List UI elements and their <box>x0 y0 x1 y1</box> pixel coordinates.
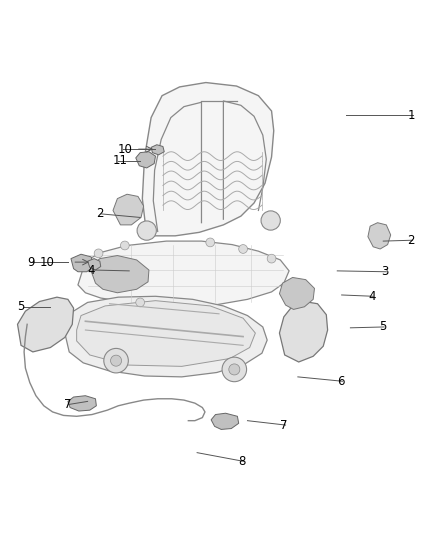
Circle shape <box>100 280 109 288</box>
Text: 2: 2 <box>407 233 415 247</box>
Circle shape <box>229 364 240 375</box>
Circle shape <box>261 211 280 230</box>
Polygon shape <box>71 254 94 272</box>
Text: 1: 1 <box>407 109 415 122</box>
Text: 2: 2 <box>96 207 104 221</box>
Circle shape <box>239 245 247 253</box>
Circle shape <box>110 355 122 366</box>
Polygon shape <box>151 145 164 155</box>
Circle shape <box>267 254 276 263</box>
Polygon shape <box>88 259 101 270</box>
Text: 10: 10 <box>39 256 54 269</box>
Circle shape <box>104 349 128 373</box>
Circle shape <box>136 298 145 307</box>
Text: 6: 6 <box>337 375 345 387</box>
Polygon shape <box>142 83 274 236</box>
Polygon shape <box>18 297 74 352</box>
Polygon shape <box>78 241 289 306</box>
Polygon shape <box>90 255 149 293</box>
Polygon shape <box>279 302 328 362</box>
Circle shape <box>120 241 129 250</box>
Circle shape <box>137 221 156 240</box>
Text: 7: 7 <box>64 398 71 411</box>
Text: 10: 10 <box>117 143 132 156</box>
Text: 5: 5 <box>379 320 386 334</box>
Circle shape <box>94 249 103 258</box>
Polygon shape <box>279 278 314 310</box>
Text: 11: 11 <box>113 154 128 167</box>
Polygon shape <box>65 296 267 377</box>
Polygon shape <box>113 194 144 225</box>
Polygon shape <box>136 152 155 168</box>
Text: 4: 4 <box>368 290 375 303</box>
Text: 3: 3 <box>381 265 389 278</box>
Text: 5: 5 <box>18 300 25 313</box>
Text: 8: 8 <box>239 455 246 468</box>
Polygon shape <box>77 301 255 366</box>
Text: 9: 9 <box>27 256 35 269</box>
Text: 4: 4 <box>88 263 95 277</box>
Polygon shape <box>211 413 239 430</box>
Polygon shape <box>68 395 96 411</box>
Polygon shape <box>368 223 391 249</box>
Circle shape <box>222 357 247 382</box>
Text: 7: 7 <box>280 418 288 432</box>
Circle shape <box>206 238 215 247</box>
